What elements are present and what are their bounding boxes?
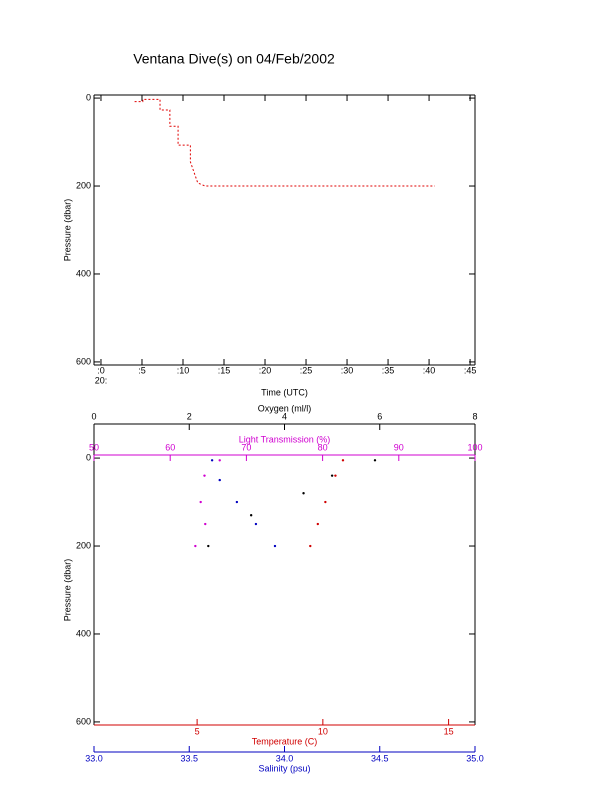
profile-point: [309, 544, 312, 548]
profile-point: [330, 474, 334, 477]
x-tick-label: 50: [89, 442, 99, 452]
x-tick-label: 100: [467, 442, 482, 452]
x-axis-label: Salinity (psu): [258, 763, 310, 773]
chart-title: Ventana Dive(s) on 04/Feb/2002: [133, 51, 335, 67]
x-tick-label: 35.0: [466, 753, 484, 763]
y-axis-label: Pressure (dbar): [62, 559, 72, 622]
profile-point: [249, 514, 253, 517]
x-tick-label: :0: [97, 365, 105, 375]
x-tick-label: :10: [177, 365, 190, 375]
x-tick-label: 4: [282, 411, 287, 421]
y-tick-label: 600: [76, 356, 91, 366]
profile-point: [341, 459, 345, 462]
x-tick-label: 90: [394, 442, 404, 452]
x-tick-label: :40: [423, 365, 436, 375]
profile-point: [324, 500, 327, 504]
profile-point: [273, 544, 277, 548]
profile-point: [254, 522, 258, 526]
x-tick-label: :20: [259, 365, 272, 375]
y-tick-label: 200: [76, 540, 91, 550]
profile-point: [316, 522, 320, 526]
y-axis-label: Pressure (dbar): [62, 199, 72, 262]
x-tick-label: :5: [138, 365, 146, 375]
y-tick-label: 600: [76, 716, 91, 726]
profile-point: [207, 544, 210, 548]
dive-line: [134, 98, 435, 187]
x-tick-label: :30: [341, 365, 354, 375]
x-tick-label: 2: [187, 411, 192, 421]
profile-point: [373, 459, 377, 462]
x-tick-label: :45: [464, 365, 477, 375]
profile-point: [204, 522, 207, 526]
x-tick-label: 33.5: [180, 753, 198, 763]
x-tick-label: 10: [318, 726, 328, 736]
x-tick-label: 0: [91, 411, 96, 421]
y-tick-label: 0: [86, 452, 91, 462]
profile-point: [218, 459, 221, 462]
x-tick-label: 70: [241, 442, 251, 452]
x-hour-label: 20:: [95, 375, 108, 385]
x-tick-label: 33.0: [85, 753, 103, 763]
y-tick-label: 400: [76, 628, 91, 638]
x-tick-label: 80: [318, 442, 328, 452]
profile-point: [199, 500, 202, 504]
profile-point: [302, 492, 305, 495]
profile-point: [210, 459, 214, 462]
x-tick-label: 34.5: [371, 753, 389, 763]
x-tick-label: :35: [382, 365, 395, 375]
profile-point: [218, 478, 221, 482]
x-tick-label: 8: [472, 411, 477, 421]
y-tick-label: 400: [76, 268, 91, 278]
x-tick-label: 60: [165, 442, 175, 452]
x-axis-label: Oxygen (ml/l): [258, 403, 312, 413]
profile-point: [203, 474, 206, 477]
x-axis-label: Time (UTC): [261, 387, 308, 397]
x-tick-label: 5: [195, 726, 200, 736]
y-tick-label: 200: [76, 180, 91, 190]
x-tick-label: 6: [377, 411, 382, 421]
x-tick-label: :25: [300, 365, 313, 375]
x-axis-label: Temperature (C): [252, 736, 318, 746]
x-tick-label: :15: [218, 365, 231, 375]
y-tick-label: 0: [86, 92, 91, 102]
x-tick-label: 15: [444, 726, 454, 736]
profile-point: [334, 474, 337, 477]
x-axis-label: Light Transmission (%): [239, 434, 331, 444]
x-tick-label: 34.0: [276, 753, 294, 763]
profile-point: [194, 544, 197, 548]
profile-point: [235, 500, 239, 504]
